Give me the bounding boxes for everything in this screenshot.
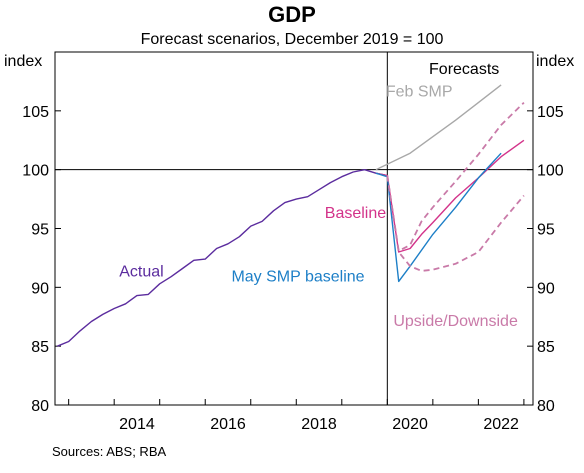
- forecasts-label: Forecasts: [429, 61, 499, 78]
- y-tick-label-left: 90: [31, 280, 49, 297]
- x-tick-label: 2020: [392, 416, 428, 433]
- y-tick-label-right: 90: [537, 280, 555, 297]
- y-tick-label-right: 85: [537, 339, 555, 356]
- series-line-actual: [57, 168, 388, 347]
- x-tick-label: 2014: [119, 416, 155, 433]
- series-line-upside: [386, 101, 525, 252]
- y-tick-label-left: 100: [22, 163, 49, 180]
- y-tick-label-right: 80: [537, 398, 555, 415]
- series-label-may-smp-baseline: May SMP baseline: [231, 268, 364, 285]
- x-tick-label: 2018: [301, 416, 337, 433]
- y-axis-unit-left: index: [4, 53, 42, 70]
- series-line-downside: [386, 175, 525, 272]
- series-line-baseline: [375, 139, 525, 253]
- y-tick-label-left: 95: [31, 222, 49, 239]
- y-tick-label-left: 85: [31, 339, 49, 356]
- y-tick-label-left: 80: [31, 398, 49, 415]
- y-tick-label-right: 105: [537, 104, 564, 121]
- series-label-actual: Actual: [119, 264, 163, 281]
- series-label-baseline: Baseline: [325, 205, 386, 222]
- series-label-upside-downside: Upside/Downside: [393, 313, 518, 330]
- chart-title: GDP: [268, 2, 316, 27]
- plot-area-frame: [54, 51, 534, 406]
- x-tick-label: 2016: [210, 416, 246, 433]
- y-tick-label-left: 105: [22, 104, 49, 121]
- series-line-feb-smp: [375, 84, 502, 171]
- x-tick-label: 2022: [483, 416, 519, 433]
- chart-subtitle: Forecast scenarios, December 2019 = 100: [141, 31, 444, 48]
- y-tick-label-right: 95: [537, 222, 555, 239]
- y-tick-label-right: 100: [537, 163, 564, 180]
- source-note: Sources: ABS; RBA: [52, 444, 166, 459]
- series-line-may-smp-baseline: [375, 152, 502, 283]
- series-label-feb-smp: Feb SMP: [386, 84, 453, 101]
- y-axis-unit-right: index: [536, 53, 574, 70]
